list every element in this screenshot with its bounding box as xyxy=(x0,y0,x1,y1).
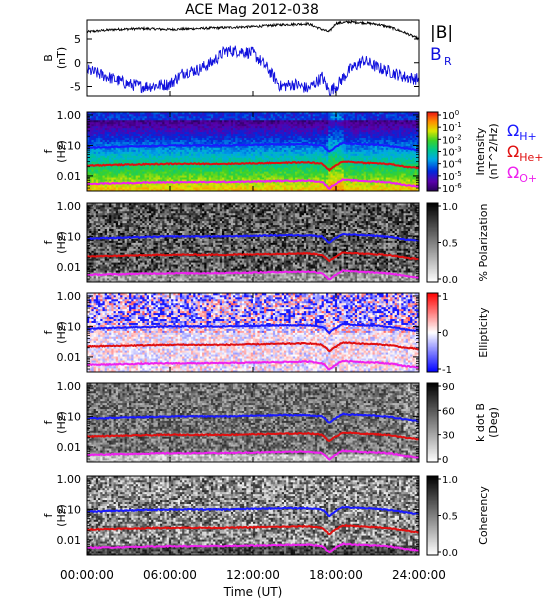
panel-intensity-heatmap xyxy=(87,112,419,191)
y-axis-label: B xyxy=(42,54,55,62)
y-tick-label: 5 xyxy=(74,33,81,46)
panel-frame xyxy=(87,20,419,96)
series-br-line xyxy=(87,46,419,96)
y-tick-label: 0 xyxy=(74,57,81,70)
y-tick-label: -5 xyxy=(70,81,81,94)
legend-br: B xyxy=(430,45,442,65)
chart-title: ACE Mag 2012-038 xyxy=(185,2,319,18)
y-axis-label: (nT) xyxy=(55,47,68,69)
legend-btotal: |B| xyxy=(430,23,453,43)
series-btotal-line xyxy=(87,21,419,39)
legend-br-subscript: R xyxy=(444,55,452,68)
